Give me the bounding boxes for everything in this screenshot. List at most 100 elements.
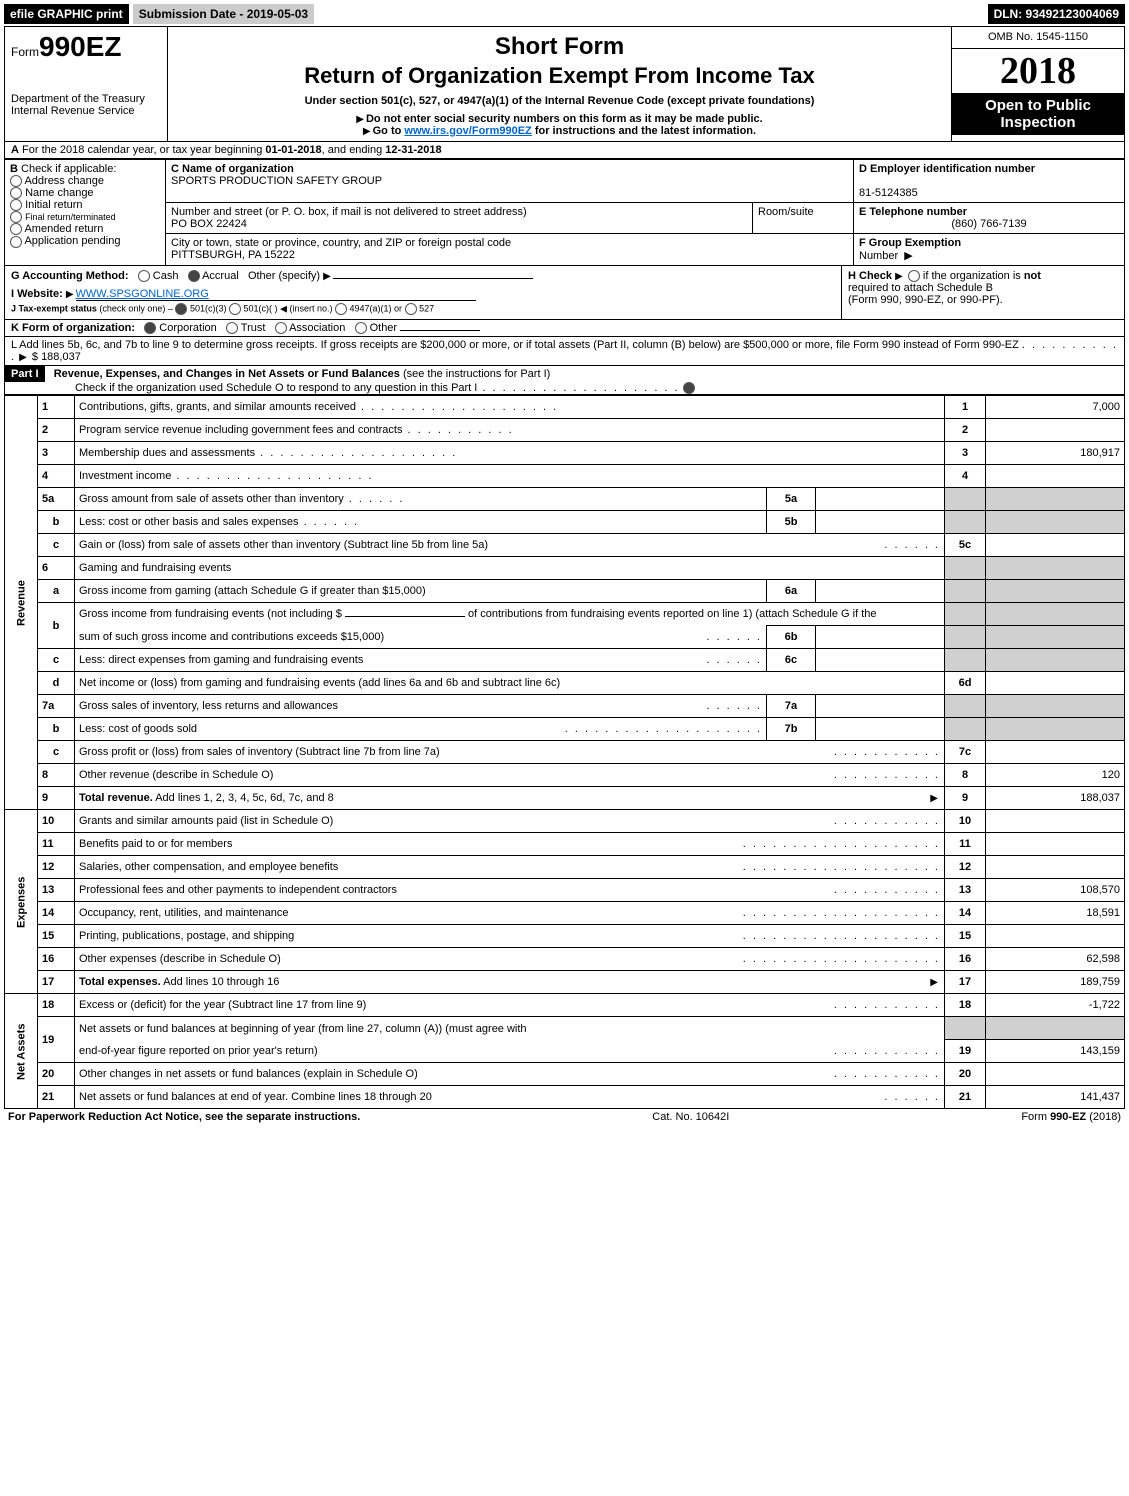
other-org-input[interactable] (400, 330, 480, 331)
checkbox-name-change[interactable] (10, 187, 22, 199)
line-18-box: 18 (945, 994, 986, 1017)
section-g-label: G Accounting Method: (11, 270, 129, 282)
line-5b-desc: Less: cost or other basis and sales expe… (79, 516, 299, 528)
website-link[interactable]: WWW.SPSGONLINE.ORG (76, 288, 476, 301)
addr-value: PO BOX 22424 (171, 218, 247, 230)
line-14-box: 14 (945, 902, 986, 925)
line-6b-input[interactable] (345, 616, 465, 617)
irs-link[interactable]: www.irs.gov/Form990EZ (404, 125, 531, 137)
checkbox-schedule-b[interactable] (908, 270, 920, 282)
line-15-desc: Printing, publications, postage, and shi… (79, 930, 294, 942)
opt-initial-return: Initial return (25, 199, 82, 211)
opt-other: Other (specify) (248, 270, 320, 282)
checkbox-application-pending[interactable] (10, 236, 22, 248)
radio-4947[interactable] (335, 303, 347, 315)
line-9-value: 188,037 (986, 787, 1125, 810)
line-13-num: 13 (38, 879, 75, 902)
line-1-num: 1 (38, 396, 75, 419)
part-1-table: Revenue 1 Contributions, gifts, grants, … (4, 395, 1125, 1109)
line-8-num: 8 (38, 764, 75, 787)
shaded-cell (986, 626, 1125, 649)
open-public-badge: Open to Public Inspection (952, 93, 1124, 135)
line-19-box: 19 (945, 1040, 986, 1063)
checkbox-final-return[interactable] (10, 211, 22, 223)
line-15-num: 15 (38, 925, 75, 948)
radio-trust[interactable] (226, 322, 238, 334)
line-2-desc: Program service revenue including govern… (79, 424, 402, 436)
line-5c-box: 5c (945, 534, 986, 557)
line-1-desc: Contributions, gifts, grants, and simila… (79, 401, 356, 413)
line-7a-desc: Gross sales of inventory, less returns a… (79, 700, 338, 712)
checkbox-schedule-o[interactable] (683, 382, 695, 394)
radio-527[interactable] (405, 303, 417, 315)
line-8-desc: Other revenue (describe in Schedule O) (79, 769, 273, 781)
checkbox-amended-return[interactable] (10, 223, 22, 235)
line-6d-num: d (38, 672, 75, 695)
line-19-desc: Net assets or fund balances at beginning… (79, 1023, 527, 1035)
line-3-value: 180,917 (986, 442, 1125, 465)
opt-final-return: Final return/terminated (25, 212, 116, 222)
line-6b-desc2: of contributions from fundraising events… (468, 608, 876, 620)
line-7c-box: 7c (945, 741, 986, 764)
line-a-pre: For the 2018 calendar year, or tax year … (22, 144, 265, 156)
line-4-box: 4 (945, 465, 986, 488)
line-6c-sub: 6c (767, 649, 816, 672)
line-5b-sub: 5b (767, 511, 816, 534)
radio-other-org[interactable] (355, 322, 367, 334)
line-6b-sub: 6b (767, 626, 816, 649)
checkbox-initial-return[interactable] (10, 199, 22, 211)
line-21-box: 21 (945, 1086, 986, 1109)
line-16-desc: Other expenses (describe in Schedule O) (79, 953, 281, 965)
line-16-box: 16 (945, 948, 986, 971)
other-specify-input[interactable] (333, 278, 533, 279)
line-6b-num: b (38, 603, 75, 649)
section-e-label: E Telephone number (859, 206, 967, 218)
line-5a-sub: 5a (767, 488, 816, 511)
shaded-cell (945, 511, 986, 534)
radio-corporation[interactable] (144, 322, 156, 334)
line-7a-subval (816, 695, 945, 718)
line-5b-num: b (38, 511, 75, 534)
line-20-value (986, 1063, 1125, 1086)
shaded-cell (945, 649, 986, 672)
city-label: City or town, state or province, country… (171, 237, 511, 249)
radio-501c3[interactable] (175, 303, 187, 315)
short-form-title: Short Form (174, 33, 945, 61)
phone-value: (860) 766-7139 (859, 218, 1119, 230)
line-6b-desc3: sum of such gross income and contributio… (79, 631, 384, 643)
arrow-icon (363, 125, 373, 137)
line-6c-num: c (38, 649, 75, 672)
line-10-value (986, 810, 1125, 833)
line-9-desc: Total revenue. (79, 792, 153, 804)
line-9-num: 9 (38, 787, 75, 810)
line-10-box: 10 (945, 810, 986, 833)
radio-cash[interactable] (138, 270, 150, 282)
opt-501c3: 501(c)(3) (190, 303, 227, 313)
room-label: Room/suite (758, 206, 814, 218)
line-5a-desc: Gross amount from sale of assets other t… (79, 493, 344, 505)
checkbox-address-change[interactable] (10, 175, 22, 187)
section-f-label2: Number (859, 250, 898, 262)
open-public-line2: Inspection (956, 114, 1120, 131)
line-6-num: 6 (38, 557, 75, 580)
insert-no: (insert no.) (289, 303, 332, 313)
shaded-cell (986, 488, 1125, 511)
arrow-icon (66, 288, 76, 300)
radio-501c[interactable] (229, 303, 241, 315)
shaded-cell (945, 580, 986, 603)
opt-name-change: Name change (25, 187, 94, 199)
line-7b-desc: Less: cost of goods sold (79, 723, 197, 735)
addr-label: Number and street (or P. O. box, if mail… (171, 206, 527, 218)
efile-print-button[interactable]: efile GRAPHIC print (4, 4, 129, 24)
line-13-desc: Professional fees and other payments to … (79, 884, 397, 896)
line-7c-desc: Gross profit or (loss) from sales of inv… (79, 746, 440, 758)
line-19-desc2: end-of-year figure reported on prior yea… (79, 1045, 318, 1057)
line-5a-subval (816, 488, 945, 511)
line-17-value: 189,759 (986, 971, 1125, 994)
radio-accrual[interactable] (188, 270, 200, 282)
arrow-icon (356, 113, 366, 125)
line-5c-value (986, 534, 1125, 557)
radio-association[interactable] (275, 322, 287, 334)
form-header: Form990EZ Department of the Treasury Int… (4, 26, 1125, 142)
top-bar: efile GRAPHIC print Submission Date - 20… (4, 4, 1125, 24)
